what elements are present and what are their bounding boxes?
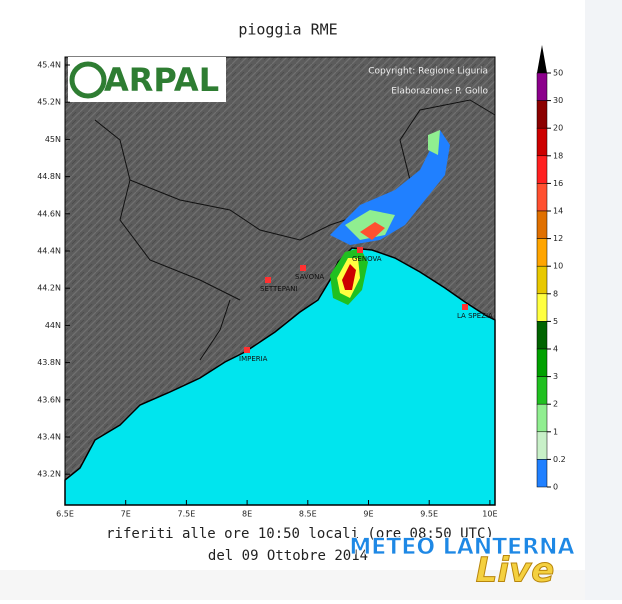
y-tick-label: 44.2N	[37, 284, 61, 293]
colorbar-label: 50	[553, 69, 563, 78]
watermark-live: Live	[476, 551, 555, 591]
map-title: pioggia RME	[238, 21, 337, 39]
colorbar-segment	[536, 321, 548, 350]
map: ARPAL Copyright: Regione Liguria Elabora…	[64, 56, 496, 506]
x-tick-label: 7E	[121, 510, 131, 519]
y-tick-label: 45.2N	[37, 98, 61, 107]
colorbar-label: 30	[553, 96, 563, 105]
x-tick-label: 7.5E	[178, 510, 196, 519]
y-tick-label: 43.8N	[37, 358, 61, 367]
colorbar-segment	[536, 265, 548, 295]
colorbar-segment	[536, 376, 548, 405]
city-marker	[244, 347, 250, 353]
bottom-strip	[0, 570, 585, 600]
y-tick-label: 44N	[45, 321, 61, 330]
colorbar-label: 4	[553, 345, 558, 354]
city-label: IMPERIA	[239, 355, 268, 363]
footer-line: del 09 Ottobre 2014	[208, 548, 368, 564]
y-tick-label: 43.4N	[37, 433, 61, 442]
colorbar-segment	[536, 459, 548, 488]
cities: IMPERIA SETTEPANI SAVONA GENOVA LA SPEZIA	[239, 247, 493, 363]
borders	[94, 99, 496, 361]
y-tick-label: 44.6N	[37, 209, 61, 218]
colorbar-segment	[536, 210, 548, 239]
rain	[330, 130, 450, 305]
colorbar-label: 1	[553, 427, 558, 436]
colorbar-label: 20	[553, 124, 563, 133]
city-marker	[462, 304, 468, 310]
city-marker	[265, 277, 271, 283]
watermark: METEO LANTERNA	[349, 535, 574, 560]
credit: Elaborazione: P. Gollo	[391, 87, 488, 97]
y-tick-label: 45.4N	[37, 61, 61, 70]
colorbar-segment	[536, 127, 548, 157]
colorbar-label: 0.2	[553, 455, 566, 464]
colorbar-label: 12	[553, 234, 563, 243]
x-tick-label: 6.5E	[56, 510, 74, 519]
footer-line: riferiti alle ore 10:50 locali (ore 08:5…	[106, 526, 494, 542]
x-tick-label: 9E	[363, 510, 373, 519]
map-frame	[64, 56, 496, 506]
city-label: LA SPEZIA	[457, 312, 493, 320]
axis-ticks: 6.5E 7E 7.5E 8E 8.5E 9E 9.5E 10E 45.4N 45.2N 45N 44…	[37, 61, 497, 519]
colorbar-segment	[536, 72, 548, 101]
colorbar-label: 10	[553, 262, 563, 271]
city-label: SETTEPANI	[260, 285, 298, 293]
colorbar-segment	[536, 183, 548, 212]
y-tick-label: 45N	[45, 135, 61, 144]
colorbar-label: 5	[553, 317, 558, 326]
x-tick-label: 8.5E	[299, 510, 317, 519]
side-strip	[585, 0, 622, 600]
colorbar-label: 16	[553, 179, 563, 188]
city-label: GENOVA	[352, 255, 382, 263]
city-marker	[300, 265, 306, 271]
colorbar-label: 14	[553, 207, 563, 216]
colorbar-segment	[536, 155, 548, 184]
colorbar-segment	[536, 348, 548, 377]
x-tick-label: 8E	[242, 510, 252, 519]
colorbar: 50 30 20 18 16 14 12 10 8 5 4 3 2 1 0.2 0	[536, 45, 566, 492]
y-tick-label: 43.6N	[37, 395, 61, 404]
colorbar-label: 3	[553, 372, 558, 381]
colorbar-label: 18	[553, 151, 563, 160]
x-tick-label: 10E	[482, 510, 497, 519]
colorbar-segment	[536, 431, 548, 460]
colorbar-label: 2	[553, 400, 558, 409]
sea	[64, 247, 496, 506]
y-tick-label: 44.4N	[37, 247, 61, 256]
colorbar-segment	[536, 100, 548, 129]
y-tick-label: 44.8N	[37, 172, 61, 181]
city-label: SAVONA	[295, 273, 324, 281]
y-tick-label: 43.2N	[37, 470, 61, 479]
colorbar-segment	[536, 238, 548, 267]
colorbar-top	[537, 45, 547, 73]
logo-text: ARPAL	[104, 61, 219, 99]
colorbar-label: 8	[553, 289, 558, 298]
x-tick-label: 9.5E	[420, 510, 438, 519]
colorbar-segment	[536, 403, 548, 433]
credit: Copyright: Regione Liguria	[368, 67, 488, 77]
logo-icon	[69, 61, 107, 99]
colorbar-segment	[536, 293, 548, 322]
city-marker	[357, 247, 363, 253]
colorbar-label: 0	[553, 483, 558, 492]
